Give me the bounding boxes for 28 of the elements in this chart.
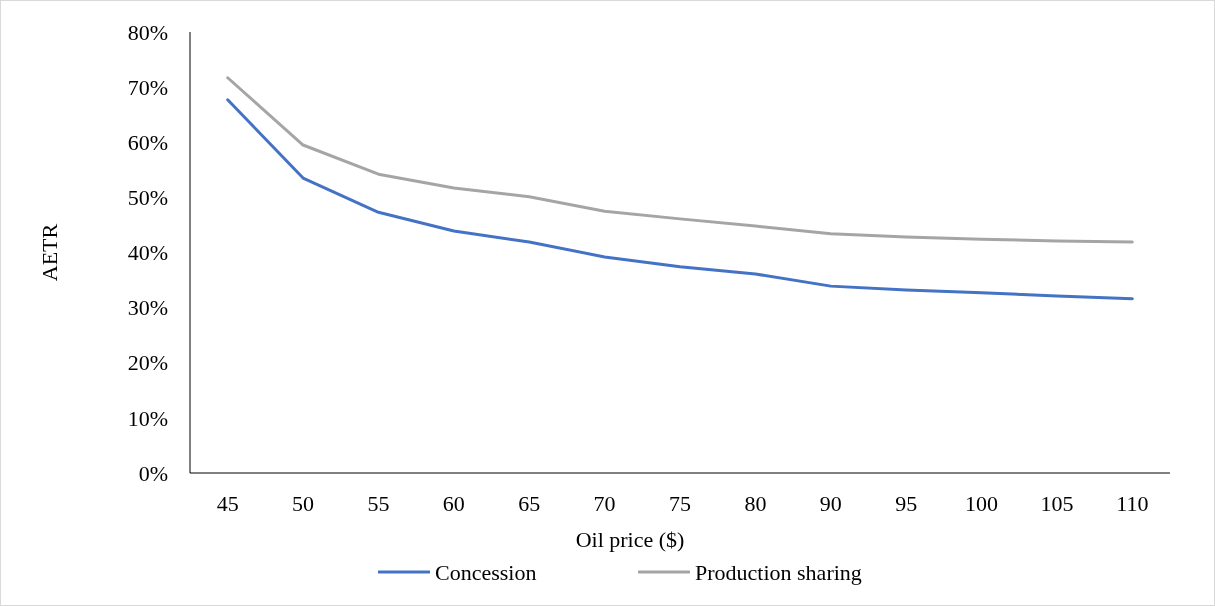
x-tick-label: 80 <box>744 491 767 516</box>
x-tick-label: 90 <box>819 491 842 516</box>
legend-label: Concession <box>435 559 537 585</box>
y-tick-label: 70% <box>127 74 168 100</box>
x-tick-label: 75 <box>669 491 691 516</box>
x-tick-label: 55 <box>367 491 390 516</box>
y-tick-label: 60% <box>127 129 168 155</box>
y-tick-label: 30% <box>127 295 168 321</box>
x-axis-title: Oil price ($) <box>575 527 685 552</box>
x-tick-label: 50 <box>292 491 315 516</box>
x-tick-label: 95 <box>895 491 918 516</box>
x-tick-label: 65 <box>518 491 541 516</box>
line-series <box>226 98 1134 301</box>
y-tick-label: 10% <box>127 405 168 431</box>
x-tick-label: 110 <box>1116 491 1149 516</box>
y-tick-label: 0% <box>138 460 168 486</box>
y-axis-title: AETR <box>37 223 62 282</box>
x-tick-label: 60 <box>442 491 465 516</box>
y-tick-label: 40% <box>127 240 168 266</box>
x-tick-label: 100 <box>965 491 999 516</box>
x-tick-label: 70 <box>593 491 616 516</box>
y-tick-label: 20% <box>127 350 168 376</box>
line-series <box>226 76 1134 244</box>
legend-label: Production sharing <box>695 559 862 585</box>
x-tick-label: 45 <box>216 491 239 516</box>
x-tick-label: 105 <box>1040 491 1074 516</box>
y-tick-label: 80% <box>127 19 168 45</box>
y-tick-label: 50% <box>127 185 168 211</box>
